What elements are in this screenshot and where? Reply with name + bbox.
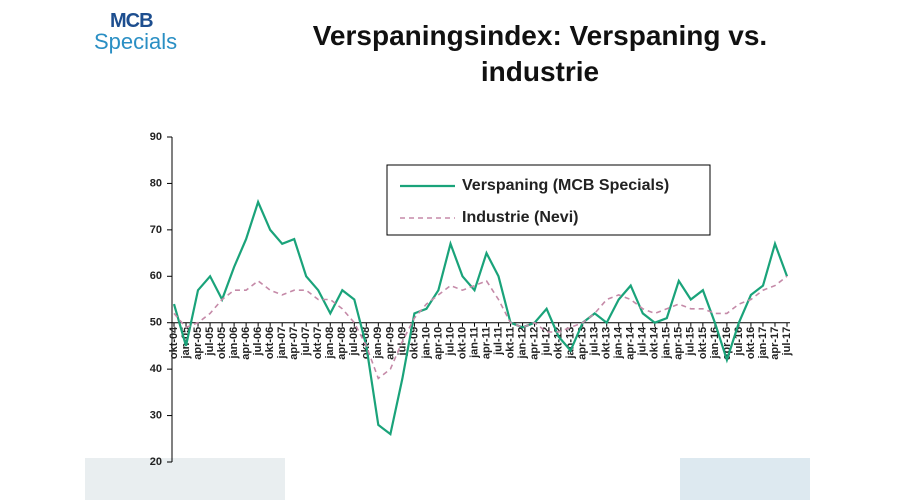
x-tick-label: jul-13: [589, 327, 601, 357]
decor-image: [85, 458, 285, 500]
logo-bottom: Specials: [94, 29, 178, 54]
x-tick-label: jan-12: [516, 327, 528, 360]
x-tick-label: okt-12: [553, 327, 565, 359]
x-tick-label: jul-08: [348, 327, 360, 357]
x-tick-label: jul-12: [541, 327, 553, 357]
x-tick-label: okt-15: [697, 327, 709, 359]
x-tick-label: okt-06: [264, 327, 276, 359]
y-tick-label: 50: [150, 317, 162, 329]
x-tick-label: okt-04: [168, 326, 180, 359]
y-tick-label: 40: [150, 363, 162, 375]
x-tick-label: apr-07: [288, 327, 300, 360]
x-tick-label: jan-10: [420, 327, 432, 360]
x-tick-label: jan-14: [613, 326, 625, 360]
x-tick-label: jan-06: [228, 327, 240, 360]
y-tick-label: 20: [150, 456, 162, 468]
x-tick-label: apr-13: [577, 327, 589, 360]
x-tick-label: apr-17: [769, 327, 781, 360]
y-tick-label: 90: [150, 131, 162, 143]
x-tick-label: jul-15: [685, 327, 697, 357]
x-tick-label: jul-14: [637, 326, 649, 357]
x-tick-label: jul-06: [252, 327, 264, 357]
x-tick-label: okt-05: [216, 327, 228, 359]
x-tick-label: jan-15: [661, 327, 673, 360]
x-tick-label: jan-16: [709, 327, 721, 360]
x-tick-label: jul-17: [781, 327, 793, 357]
legend-box: [386, 164, 711, 236]
x-tick-label: jan-17: [757, 327, 769, 360]
x-tick-label: okt-14: [649, 326, 661, 359]
x-tick-label: jan-08: [324, 327, 336, 360]
series-line: [172, 198, 789, 437]
x-tick-label: apr-14: [625, 326, 637, 360]
y-tick-label: 80: [150, 177, 162, 189]
y-tick-label: 70: [150, 224, 162, 236]
x-tick-label: apr-09: [384, 327, 396, 360]
x-tick-label: jul-16: [733, 327, 745, 357]
chart-title: Verspaningsindex: Verspaning vs. industr…: [312, 20, 768, 87]
x-tick-label: apr-12: [528, 327, 540, 360]
x-tick-label: jul-07: [300, 327, 312, 357]
x-tick-label: jul-11: [492, 327, 504, 356]
x-tick-label: jan-09: [372, 327, 384, 360]
x-tick-label: apr-08: [336, 327, 348, 360]
x-tick-label: okt-13: [601, 327, 613, 359]
y-tick-label: 60: [150, 270, 162, 282]
x-tick-label: okt-11: [504, 327, 516, 359]
logo: MCB Specials: [94, 10, 177, 55]
x-tick-label: okt-16: [745, 327, 757, 359]
x-tick-label: okt-10: [456, 327, 468, 359]
series-line: [173, 275, 788, 380]
decor-image: [680, 458, 810, 500]
x-tick-label: jul-05: [204, 327, 216, 357]
x-tick-label: jan-07: [276, 327, 288, 360]
x-tick-label: apr-10: [432, 327, 444, 360]
legend-label: Verspaning (MCB Specials): [462, 177, 669, 194]
x-tick-label: apr-15: [673, 327, 685, 360]
x-tick-label: jan-11: [468, 327, 480, 359]
logo-top: MCB: [110, 10, 154, 32]
legend-label: Industrie (Nevi): [462, 209, 578, 226]
x-tick-label: apr-05: [192, 327, 204, 360]
x-tick-label: apr-06: [240, 327, 252, 360]
x-tick-label: apr-11: [480, 327, 492, 359]
x-tick-label: jul-10: [444, 327, 456, 357]
y-tick-label: 30: [150, 409, 162, 421]
x-tick-label: okt-07: [312, 327, 324, 359]
x-tick-label: jan-13: [565, 327, 577, 360]
